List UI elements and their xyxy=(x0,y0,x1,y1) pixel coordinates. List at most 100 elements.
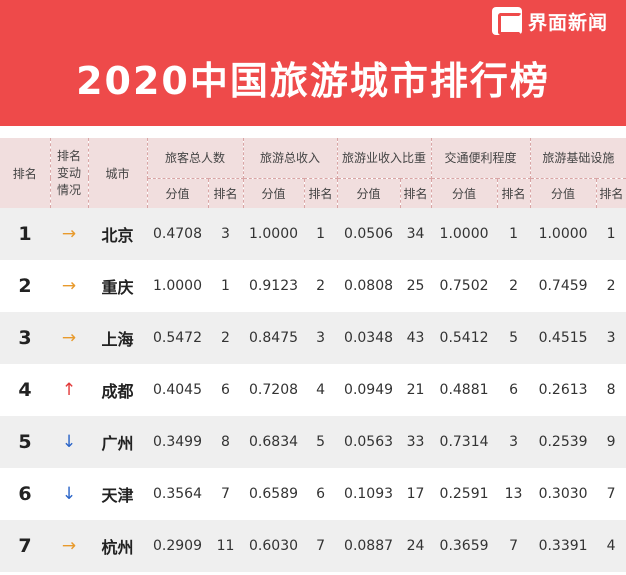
score-cell: 0.6589 xyxy=(243,468,305,520)
score-cell: 0.2613 xyxy=(530,364,597,416)
sub-rank-cell: 25 xyxy=(400,260,432,312)
score-cell: 0.7459 xyxy=(530,260,597,312)
table-row: 2 → 重庆 1.0000 1 0.9123 2 0.0808 25 0.7502 2 0.7459 2 xyxy=(0,260,626,312)
rank-cell: 4 xyxy=(0,364,50,416)
header-change-line: 变动 xyxy=(56,165,81,180)
sub-rank-cell: 7 xyxy=(208,468,244,520)
rank-cell: 2 xyxy=(0,260,50,312)
city-cell: 广州 xyxy=(88,416,147,468)
city-cell: 北京 xyxy=(88,208,147,260)
score-cell: 0.7314 xyxy=(431,416,498,468)
score-cell: 0.0506 xyxy=(337,208,401,260)
sub-rank-cell: 1 xyxy=(497,208,531,260)
change-indicator-same-icon: → xyxy=(50,520,88,572)
rank-cell: 3 xyxy=(0,312,50,364)
sub-rank-cell: 3 xyxy=(596,312,626,364)
header-rank: 排名 xyxy=(0,138,51,208)
score-cell: 0.7208 xyxy=(243,364,305,416)
sub-rank-cell: 1 xyxy=(304,208,338,260)
change-indicator-same-icon: → xyxy=(50,208,88,260)
table-row: 3 → 上海 0.5472 2 0.8475 3 0.0348 43 0.5412 5 0.4515 3 xyxy=(0,312,626,364)
sub-rank-cell: 6 xyxy=(497,364,531,416)
header-change: 排名 变动 情况 xyxy=(50,138,89,208)
page-title: 2020中国旅游城市排行榜 xyxy=(76,59,550,103)
subheader-score: 分值 xyxy=(431,178,498,208)
subheader-rank: 排名 xyxy=(596,178,626,208)
score-cell: 0.9123 xyxy=(243,260,305,312)
score-cell: 0.3564 xyxy=(147,468,208,520)
score-cell: 0.3030 xyxy=(530,468,597,520)
change-indicator-same-icon: → xyxy=(50,312,88,364)
score-cell: 0.0348 xyxy=(337,312,401,364)
score-cell: 1.0000 xyxy=(243,208,305,260)
change-indicator-same-icon: → xyxy=(50,260,88,312)
score-cell: 0.6834 xyxy=(243,416,305,468)
sub-rank-cell: 1 xyxy=(208,260,244,312)
sub-rank-cell: 34 xyxy=(400,208,432,260)
change-indicator-down-icon: ↓ xyxy=(50,468,88,520)
sub-rank-cell: 43 xyxy=(400,312,432,364)
header-change-line: 排名 xyxy=(56,148,81,163)
city-cell: 杭州 xyxy=(88,520,147,572)
sub-rank-cell: 4 xyxy=(596,520,626,572)
rank-cell: 1 xyxy=(0,208,50,260)
city-cell: 重庆 xyxy=(88,260,147,312)
subheader-score: 分值 xyxy=(337,178,401,208)
ranking-table: 排名 排名 变动 情况 城市 旅客总人数 旅游总收入 旅游业收入比重 交通便利程… xyxy=(0,138,626,572)
sub-rank-cell: 2 xyxy=(497,260,531,312)
score-cell: 0.1093 xyxy=(337,468,401,520)
subheader-score: 分值 xyxy=(147,178,209,208)
sub-rank-cell: 33 xyxy=(400,416,432,468)
score-cell: 0.0949 xyxy=(337,364,401,416)
rank-cell: 5 xyxy=(0,416,50,468)
sub-rank-cell: 5 xyxy=(497,312,531,364)
city-cell: 天津 xyxy=(88,468,147,520)
header-city: 城市 xyxy=(88,138,148,208)
sub-rank-cell: 2 xyxy=(208,312,244,364)
score-cell: 0.6030 xyxy=(243,520,305,572)
sub-rank-cell: 24 xyxy=(400,520,432,572)
sub-rank-cell: 6 xyxy=(208,364,244,416)
subheader-score: 分值 xyxy=(530,178,597,208)
score-cell: 0.3391 xyxy=(530,520,597,572)
header-group-revenue: 旅游总收入 xyxy=(243,138,338,179)
score-cell: 0.0563 xyxy=(337,416,401,468)
subheader-rank: 排名 xyxy=(400,178,432,208)
sub-rank-cell: 21 xyxy=(400,364,432,416)
score-cell: 0.7502 xyxy=(431,260,498,312)
score-cell: 0.5412 xyxy=(431,312,498,364)
header-group-infrastructure: 旅游基础设施 xyxy=(530,138,626,179)
table-row: 6 ↓ 天津 0.3564 7 0.6589 6 0.1093 17 0.2591 13 0.3030… xyxy=(0,468,626,520)
header-change-line: 情况 xyxy=(56,182,81,197)
rank-cell: 7 xyxy=(0,520,50,572)
table-body: 1 → 北京 0.4708 3 1.0000 1 0.0506 34 1.0000 1 1.0000 1… xyxy=(0,208,626,572)
sub-rank-cell: 1 xyxy=(596,208,626,260)
sub-rank-cell: 7 xyxy=(304,520,338,572)
sub-rank-cell: 8 xyxy=(596,364,626,416)
score-cell: 0.3659 xyxy=(431,520,498,572)
sub-rank-cell: 5 xyxy=(304,416,338,468)
subheader-rank: 排名 xyxy=(497,178,531,208)
header-group-transport: 交通便利程度 xyxy=(431,138,531,179)
sub-rank-cell: 8 xyxy=(208,416,244,468)
sub-rank-cell: 13 xyxy=(497,468,531,520)
sub-rank-cell: 2 xyxy=(304,260,338,312)
sub-rank-cell: 3 xyxy=(497,416,531,468)
score-cell: 0.8475 xyxy=(243,312,305,364)
city-cell: 成都 xyxy=(88,364,147,416)
city-cell: 上海 xyxy=(88,312,147,364)
sub-rank-cell: 7 xyxy=(497,520,531,572)
brand-logo[interactable]: 界面新闻 xyxy=(491,6,608,36)
subheader-score: 分值 xyxy=(243,178,305,208)
score-cell: 0.4045 xyxy=(147,364,208,416)
brand-name: 界面新闻 xyxy=(527,11,608,34)
sub-rank-cell: 9 xyxy=(596,416,626,468)
sub-rank-cell: 3 xyxy=(304,312,338,364)
score-cell: 0.4708 xyxy=(147,208,208,260)
sub-rank-cell: 7 xyxy=(596,468,626,520)
table-row: 7 → 杭州 0.2909 11 0.6030 7 0.0887 24 0.3659 7 0.3391… xyxy=(0,520,626,572)
score-cell: 0.0808 xyxy=(337,260,401,312)
score-cell: 0.2909 xyxy=(147,520,208,572)
score-cell: 0.4881 xyxy=(431,364,498,416)
score-cell: 0.4515 xyxy=(530,312,597,364)
